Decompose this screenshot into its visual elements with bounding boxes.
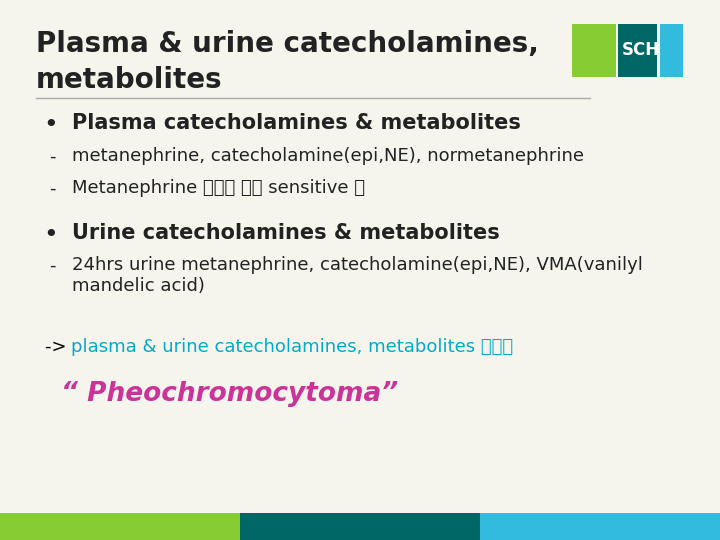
Text: Metanephrine 검사가 가장 sensitive 함: Metanephrine 검사가 가장 sensitive 함 <box>72 179 365 197</box>
Text: metabolites: metabolites <box>36 66 222 94</box>
FancyBboxPatch shape <box>660 24 683 77</box>
Text: metanephrine, catecholamine(epi,NE), normetanephrine: metanephrine, catecholamine(epi,NE), nor… <box>72 147 584 165</box>
Text: -: - <box>49 256 55 274</box>
Text: SCH: SCH <box>621 41 660 59</box>
FancyBboxPatch shape <box>0 513 240 540</box>
FancyBboxPatch shape <box>618 24 657 77</box>
Text: •: • <box>43 113 58 137</box>
Text: “ Pheochromocytoma”: “ Pheochromocytoma” <box>61 381 398 407</box>
Text: plasma & urine catecholamines, metabolites 증가시: plasma & urine catecholamines, metabolit… <box>71 338 513 355</box>
Text: ->: -> <box>45 338 72 355</box>
Text: Urine catecholamines & metabolites: Urine catecholamines & metabolites <box>72 223 500 243</box>
Text: -: - <box>49 179 55 197</box>
FancyBboxPatch shape <box>240 513 480 540</box>
FancyBboxPatch shape <box>480 513 720 540</box>
FancyBboxPatch shape <box>572 24 616 77</box>
Text: -: - <box>49 147 55 165</box>
Text: •: • <box>43 223 58 247</box>
Text: 24hrs urine metanephrine, catecholamine(epi,NE), VMA(vanilyl
mandelic acid): 24hrs urine metanephrine, catecholamine(… <box>72 256 643 295</box>
Text: Plasma catecholamines & metabolites: Plasma catecholamines & metabolites <box>72 113 521 133</box>
Text: Plasma & urine catecholamines,: Plasma & urine catecholamines, <box>36 30 539 58</box>
